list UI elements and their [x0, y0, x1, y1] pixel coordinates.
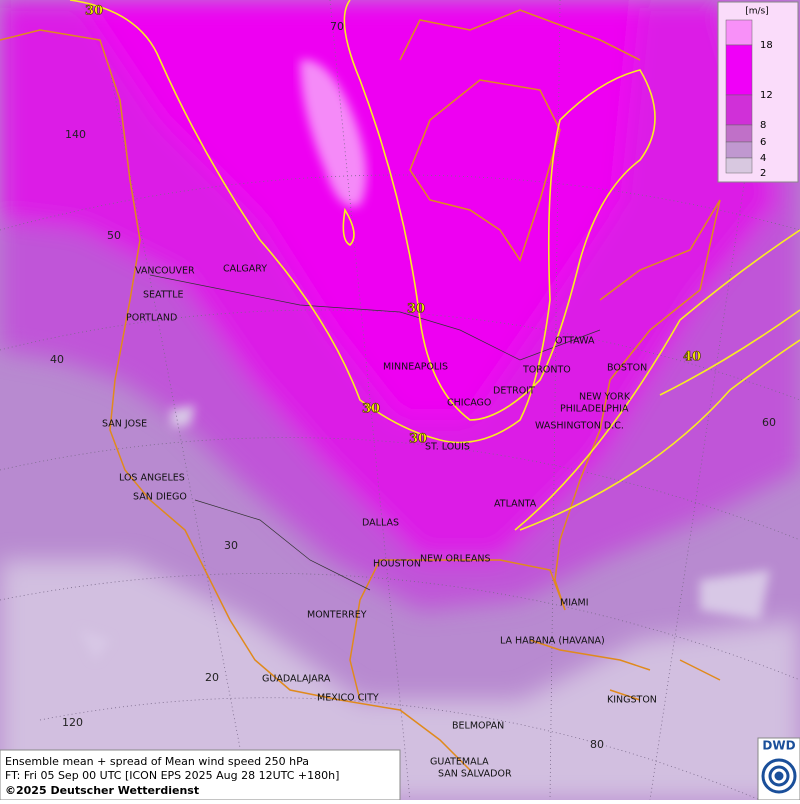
footer-box [0, 749, 401, 801]
city-label: MEXICO CITY [317, 693, 379, 704]
city-label: GUADALAJARA [262, 674, 331, 685]
city-label: DALLAS [362, 518, 399, 529]
city-label: GUATEMALA [430, 757, 489, 768]
city-label: SAN SALVADOR [438, 769, 512, 780]
graticule-label: 40 [50, 353, 64, 366]
city-label: CHICAGO [447, 398, 491, 409]
legend-tick-label: 8 [760, 120, 766, 131]
graticule-labels: 70 140 50 40 60 30 20 120 80 [50, 20, 776, 751]
city-label: HOUSTON [373, 559, 421, 570]
borders [149, 274, 601, 591]
city-label: LOS ANGELES [119, 473, 185, 484]
city-label: WASHINGTON D.C. [535, 421, 624, 432]
city-label: SEATTLE [143, 290, 184, 301]
graticule-label: 60 [762, 416, 776, 429]
city-label: OTTAWA [555, 336, 595, 347]
legend-swatch [725, 44, 753, 96]
contours [69, 0, 800, 531]
graticule-label: 20 [205, 671, 219, 684]
city-label: BOSTON [607, 363, 647, 374]
legend-swatch [725, 94, 753, 126]
contour-label: 30 [407, 302, 425, 317]
city-label: ST. LOUIS [425, 442, 470, 453]
graticule-label: 80 [590, 738, 604, 751]
contour-label: 30 [85, 4, 103, 19]
contour-label: 40 [683, 350, 701, 365]
city-label: ATLANTA [494, 499, 537, 510]
legend-tick-label: 4 [760, 153, 766, 164]
city-label: SAN DIEGO [133, 492, 187, 503]
city-label: MONTERREY [307, 610, 367, 621]
city-label: SAN JOSE [102, 419, 147, 430]
city-label: MINNEAPOLIS [383, 362, 448, 373]
contour-labels: 30 30 30 30 40 [85, 3, 702, 447]
legend: [m/s] 18 12 8 6 4 2 [717, 1, 799, 183]
legend-swatch [725, 157, 753, 174]
graticule-label: 70 [330, 20, 344, 33]
footer-line: ©2025 Deutscher Wetterdienst [5, 784, 199, 797]
graticule-label: 30 [224, 539, 238, 552]
city-label: NEW YORK [579, 392, 631, 403]
city-label: BELMOPAN [452, 721, 504, 732]
legend-unit: [m/s] [745, 7, 769, 17]
city-label: LA HABANA (HAVANA) [500, 636, 605, 647]
legend-swatch [725, 124, 753, 143]
city-label: TORONTO [522, 365, 571, 376]
legend-tick-label: 6 [760, 137, 766, 148]
logo: DWD [762, 739, 795, 753]
footer-line: Ensemble mean + spread of Mean wind spee… [5, 755, 309, 768]
coastlines [0, 9, 721, 771]
footer-line: FT: Fri 05 Sep 00 UTC [ICON EPS 2025 Aug… [5, 769, 339, 782]
graticule-label: 120 [62, 716, 83, 729]
graticule-label: 50 [107, 229, 121, 242]
legend-swatch [725, 141, 753, 159]
city-label: CALGARY [223, 264, 267, 275]
city-label: MIAMI [560, 598, 589, 609]
graticule-label: 140 [65, 128, 86, 141]
legend-tick-label: 2 [760, 168, 766, 179]
city-label: KINGSTON [607, 695, 657, 706]
legend-tick-label: 12 [760, 90, 773, 101]
city-label: PHILADELPHIA [560, 404, 629, 415]
city-label: VANCOUVER [135, 266, 195, 277]
logo-swirl [761, 758, 797, 794]
city-label: PORTLAND [126, 313, 177, 324]
city-label: NEW ORLEANS [420, 554, 491, 565]
city-labels: VANCOUVER CALGARY SEATTLE PORTLAND MINNEAPOL… [102, 264, 657, 780]
legend-swatch [725, 19, 753, 46]
legend-tick-label: 18 [760, 40, 773, 51]
city-label: DETROIT [493, 386, 535, 397]
contour-label: 30 [362, 402, 380, 417]
contour-label: 30 [409, 432, 427, 447]
